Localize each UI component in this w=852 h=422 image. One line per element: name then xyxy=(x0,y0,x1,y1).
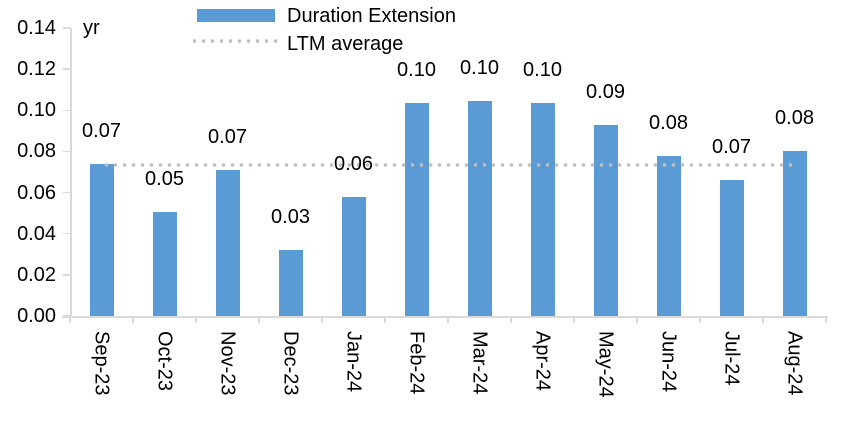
bar-value-label: 0.10 xyxy=(397,59,436,82)
x-axis-label-aug-24: Aug-24 xyxy=(783,331,806,396)
bar-value-label: 0.07 xyxy=(208,125,247,148)
ltm-average-line xyxy=(101,162,795,167)
y-axis-tick xyxy=(63,191,70,194)
x-axis-label-jun-24: Jun-24 xyxy=(657,331,680,393)
bar-mar-24 xyxy=(467,101,492,316)
legend-label-ltm-average: LTM average xyxy=(287,33,404,55)
y-axis-tick-label: 0.10 xyxy=(17,99,56,122)
x-axis-tick xyxy=(195,316,197,323)
bar-apr-24 xyxy=(530,103,555,316)
bar-value-label: 0.09 xyxy=(586,80,625,103)
bar-value-label: 0.10 xyxy=(523,59,562,82)
x-axis-line xyxy=(62,316,828,318)
bar-dec-23 xyxy=(278,250,303,316)
bar-feb-24 xyxy=(404,103,429,316)
bar-jan-24 xyxy=(341,196,366,316)
bar-value-label: 0.08 xyxy=(775,107,814,130)
dotted-line-swatch-icon xyxy=(190,39,278,43)
bar-oct-23 xyxy=(152,212,177,316)
bar-jul-24 xyxy=(719,180,744,316)
bar-series-swatch-icon xyxy=(197,9,275,22)
bar-jun-24 xyxy=(656,155,681,316)
x-axis-label-jan-24: Jan-24 xyxy=(342,331,365,393)
y-axis-tick-label: 0.04 xyxy=(17,222,56,245)
bar-may-24 xyxy=(593,124,618,316)
bar-nov-23 xyxy=(215,169,240,316)
y-axis-tick xyxy=(63,109,70,112)
x-axis-tick xyxy=(132,316,134,323)
bar-value-label: 0.05 xyxy=(145,168,184,191)
x-axis-tick xyxy=(825,316,827,323)
bar-value-label: 0.03 xyxy=(271,206,310,229)
y-axis-tick xyxy=(63,232,70,235)
x-axis-tick xyxy=(69,316,71,323)
bar-value-label: 0.06 xyxy=(334,152,373,175)
bar-value-label: 0.10 xyxy=(460,57,499,80)
y-axis-tick xyxy=(63,27,70,29)
x-axis-tick xyxy=(762,316,764,323)
bar-value-label: 0.07 xyxy=(82,119,121,142)
y-axis-tick xyxy=(63,68,70,70)
y-axis-line xyxy=(70,28,72,316)
x-axis-tick xyxy=(699,316,701,323)
bar-sep-23 xyxy=(89,163,114,316)
x-axis-label-mar-24: Mar-24 xyxy=(468,331,491,395)
y-axis-tick-label: 0.08 xyxy=(17,140,56,163)
x-axis-label-apr-24: Apr-24 xyxy=(531,331,554,392)
bar-aug-24 xyxy=(782,151,807,316)
x-axis-tick xyxy=(636,316,638,323)
x-axis-tick xyxy=(447,316,449,323)
x-axis-label-nov-23: Nov-23 xyxy=(216,331,239,396)
bar-value-label: 0.08 xyxy=(649,111,688,134)
y-axis-tick-label: 0.02 xyxy=(17,263,56,286)
x-axis-label-sep-23: Sep-23 xyxy=(90,331,113,396)
y-axis-tick xyxy=(63,150,70,153)
x-axis-label-may-24: May-24 xyxy=(594,331,617,398)
x-axis-label-jul-24: Jul-24 xyxy=(720,331,743,386)
y-axis-unit-label: yr xyxy=(83,17,100,39)
legend-label-duration-extension: Duration Extension xyxy=(287,5,456,27)
y-axis-tick-label: 0.14 xyxy=(17,17,56,39)
x-axis-tick xyxy=(384,316,386,323)
x-axis-label-feb-24: Feb-24 xyxy=(405,331,428,395)
x-axis-label-dec-23: Dec-23 xyxy=(279,331,302,396)
y-axis-tick-label: 0.06 xyxy=(17,181,56,204)
x-axis-tick xyxy=(258,316,260,323)
x-axis-tick xyxy=(321,316,323,323)
x-axis-tick xyxy=(573,316,575,323)
x-axis-label-oct-23: Oct-23 xyxy=(153,331,176,392)
y-axis-tick-label: 0.12 xyxy=(17,58,56,81)
y-axis-tick xyxy=(63,315,70,317)
y-axis-tick-label: 0.00 xyxy=(17,305,56,327)
x-axis-tick xyxy=(510,316,512,323)
y-axis-tick xyxy=(63,274,70,276)
bar-value-label: 0.07 xyxy=(712,136,751,159)
